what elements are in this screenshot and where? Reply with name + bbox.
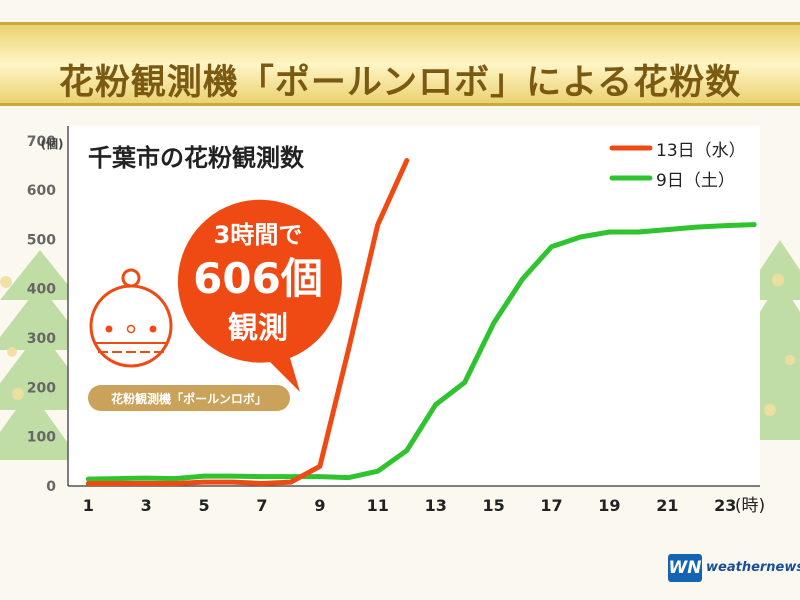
callout-line3: 観測 [228, 311, 288, 346]
x-tick-label: 19 [598, 496, 620, 515]
x-axis-label: (時) [735, 496, 765, 516]
y-tick-label: 400 [27, 282, 56, 298]
legend: 13日（水） 9日（土） [609, 141, 746, 191]
y-tick-label: 700 [27, 134, 56, 150]
pollen-robot-icon [89, 268, 173, 368]
x-tick-label: 5 [199, 496, 210, 515]
x-tick-label: 15 [482, 496, 504, 515]
x-tick-label: 23 [714, 496, 736, 515]
robot-label-pill [88, 385, 290, 411]
y-tick-label: 0 [46, 479, 56, 495]
brand-name: weathernews [706, 560, 800, 575]
chart-title: 千葉市の花粉観測数 [88, 144, 305, 172]
x-tick-label: 9 [314, 496, 325, 515]
robot-label: 花粉観測機「ポールンロボ」 [111, 391, 267, 406]
y-tick-label: 300 [27, 331, 56, 347]
y-tick-label: 600 [27, 183, 56, 199]
y-tick-label: 100 [27, 430, 56, 446]
title-band [0, 22, 800, 106]
x-tick-label: 1 [83, 496, 94, 515]
series-line-9 [85, 222, 757, 482]
callout-bubble: 3時間で 606個 観測 [177, 199, 342, 392]
x-tick-label: 11 [367, 496, 389, 515]
y-tick-label: 200 [27, 380, 56, 396]
legend-label-9: 9日（土） [656, 171, 735, 191]
weathernews-logo-icon: WN [668, 554, 702, 582]
callout-line2: 606個 [193, 254, 323, 303]
x-tick-label: 21 [656, 496, 678, 515]
x-tick-label: 7 [256, 496, 267, 515]
y-tick-label: 500 [27, 232, 56, 248]
x-tick-label: 13 [425, 496, 447, 515]
x-tick-label: 3 [141, 496, 152, 515]
callout-line1: 3時間で [214, 221, 303, 249]
page-title: 花粉観測機「ポールンロボ」による花粉数 [58, 63, 742, 103]
x-tick-label: 17 [540, 496, 562, 515]
series-line-13 [85, 158, 410, 486]
title-bar: 花粉観測機「ポールンロボ」による花粉数 [0, 20, 800, 108]
y-axis-label: (個) [41, 136, 64, 151]
legend-label-13: 13日（水） [656, 141, 746, 161]
